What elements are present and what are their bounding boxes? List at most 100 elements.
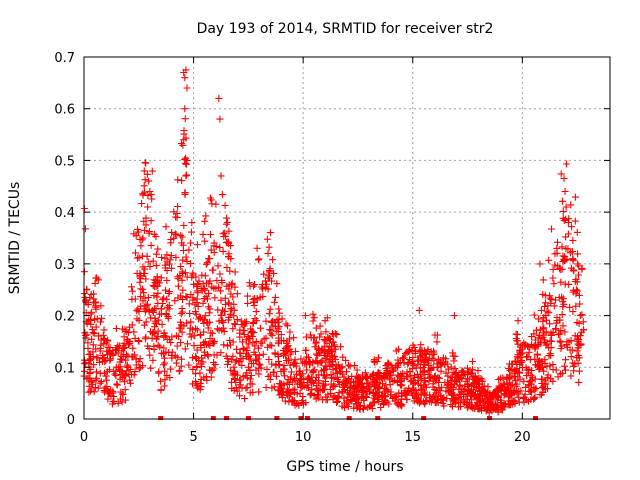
data-point [285, 335, 293, 343]
data-point [124, 329, 132, 337]
data-point [252, 338, 260, 346]
data-point [351, 362, 358, 369]
data-point [219, 317, 226, 325]
data-point [527, 377, 535, 385]
data-point [192, 370, 199, 378]
data-point [555, 294, 563, 301]
data-point [88, 308, 95, 316]
data-point [190, 280, 198, 288]
data-point [140, 270, 148, 277]
data-point [328, 374, 335, 382]
data-point [116, 395, 124, 403]
data-point [404, 360, 412, 368]
data-point [177, 292, 185, 300]
data-point [539, 325, 547, 333]
data-point [310, 314, 318, 322]
data-point [336, 368, 344, 376]
data-point [161, 367, 169, 375]
data-point [265, 356, 273, 363]
data-point [175, 367, 183, 375]
data-point [298, 375, 305, 383]
data-point [233, 290, 241, 298]
data-point [484, 400, 492, 408]
data-point [227, 366, 235, 374]
data-point [236, 349, 244, 357]
data-point [339, 353, 347, 361]
data-point [536, 260, 544, 268]
data-point [566, 303, 574, 311]
data-point [389, 377, 397, 385]
data-point [438, 383, 445, 391]
data-point [150, 292, 158, 300]
data-point [114, 363, 122, 371]
y-tick-label: 0.1 [54, 361, 75, 376]
data-point [181, 191, 189, 198]
data-point [86, 356, 93, 364]
data-point [562, 160, 570, 168]
data-point [200, 339, 208, 347]
data-point [433, 396, 441, 404]
data-point [213, 325, 221, 333]
data-point [191, 332, 199, 340]
data-point [159, 296, 167, 304]
data-point [142, 307, 149, 315]
data-point [265, 243, 273, 251]
data-point [439, 396, 447, 404]
data-point [460, 387, 468, 395]
data-point [546, 320, 554, 328]
data-point [326, 356, 334, 364]
data-point [236, 392, 243, 400]
data-point [397, 390, 405, 397]
data-point [555, 331, 562, 339]
data-point [398, 381, 406, 389]
data-point [578, 265, 586, 273]
data-point [544, 302, 552, 310]
data-point [223, 264, 231, 272]
data-point [281, 397, 289, 405]
data-point [128, 295, 136, 303]
data-point [155, 310, 163, 318]
data-point [514, 337, 521, 345]
data-point [202, 212, 210, 220]
data-point [162, 311, 170, 318]
data-point [302, 346, 310, 354]
data-point [81, 329, 89, 337]
data-point [103, 385, 111, 393]
data-point [92, 323, 100, 331]
y-tick-label: 0.3 [54, 258, 75, 273]
data-point [425, 361, 433, 369]
data-point [140, 321, 148, 329]
data-point [179, 296, 186, 303]
y-tick-label: 0.4 [54, 206, 75, 221]
data-point [417, 381, 425, 389]
data-point [92, 376, 100, 384]
data-point [164, 314, 172, 322]
data-point [415, 306, 423, 314]
data-point [121, 344, 129, 351]
data-point [233, 345, 241, 353]
data-point [149, 356, 157, 364]
data-point [148, 167, 156, 175]
data-point [252, 308, 260, 316]
data-point [435, 378, 443, 386]
data-point [153, 293, 161, 301]
data-point [147, 364, 155, 372]
data-point [224, 360, 231, 368]
data-point [279, 367, 287, 375]
data-point [274, 318, 282, 326]
data-point [543, 307, 551, 315]
data-point [578, 311, 586, 319]
data-point [320, 366, 327, 374]
data-point [82, 334, 90, 342]
data-point [172, 231, 180, 238]
data-point [96, 369, 104, 377]
data-point [534, 341, 542, 349]
data-point [240, 331, 248, 338]
data-point [421, 374, 429, 382]
data-point [535, 315, 542, 323]
data-point [321, 362, 329, 370]
x-tick-label: 0 [80, 430, 88, 445]
data-point [291, 401, 299, 409]
data-point [456, 390, 464, 398]
data-point [275, 339, 283, 347]
